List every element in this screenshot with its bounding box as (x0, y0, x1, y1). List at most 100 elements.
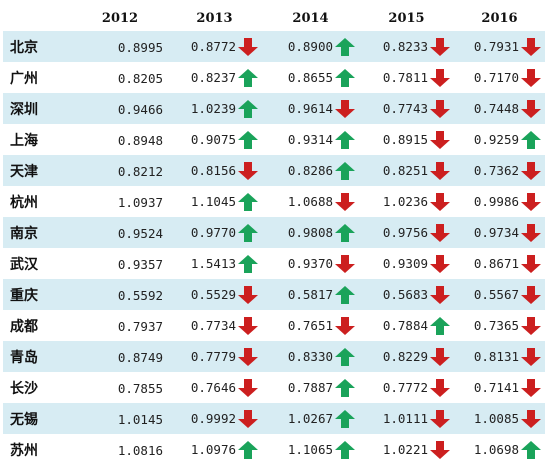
index-value: 0.7170 (473, 70, 519, 85)
red-down-arrow-icon (428, 192, 452, 212)
table-row: 重庆 0.5592 0.5529 0.5817 0.5683 0.5567 (3, 279, 545, 310)
index-value: 0.7362 (473, 163, 519, 178)
value-cell: 0.5567 (454, 279, 545, 310)
red-down-arrow-icon (236, 409, 260, 429)
table-row: 无锡 1.0145 0.9992 1.0267 1.0111 1.0085 (3, 403, 545, 434)
table-body: 北京 0.8995 0.8772 0.8900 0.8233 0.7931 广州 0.8205… (3, 31, 545, 465)
value-cell: 0.9734 (454, 217, 545, 248)
index-value: 0.9734 (473, 225, 519, 240)
value-cell: 0.9357 (73, 248, 167, 279)
index-value: 0.7448 (473, 101, 519, 116)
index-value: 1.0085 (473, 411, 519, 426)
value-cell: 0.8251 (359, 155, 454, 186)
red-down-arrow-icon (236, 285, 260, 305)
index-value: 1.0239 (190, 101, 236, 116)
table-row: 上海 0.8948 0.9075 0.9314 0.8915 0.9259 (3, 124, 545, 155)
city-name: 成都 (10, 318, 38, 335)
index-value: 0.8900 (287, 39, 333, 54)
city-name: 深圳 (10, 101, 38, 118)
red-down-arrow-icon (428, 68, 452, 88)
index-value: 0.9756 (382, 225, 428, 240)
index-value: 0.9309 (382, 256, 428, 271)
red-down-arrow-icon (236, 316, 260, 336)
table-row: 深圳 0.9466 1.0239 0.9614 0.7743 0.7448 (3, 93, 545, 124)
index-value: 0.8655 (287, 70, 333, 85)
green-up-arrow-icon (333, 347, 357, 367)
index-value: 0.7141 (473, 380, 519, 395)
value-cell: 1.0688 (262, 186, 359, 217)
city-name: 苏州 (10, 442, 38, 459)
value-cell: 0.8237 (167, 62, 262, 93)
index-value: 0.7772 (382, 380, 428, 395)
table-row: 天津 0.8212 0.8156 0.8286 0.8251 0.7362 (3, 155, 545, 186)
green-up-arrow-icon (236, 254, 260, 274)
index-value: 1.0698 (473, 442, 519, 457)
red-down-arrow-icon (428, 161, 452, 181)
value-cell: 0.8749 (73, 341, 167, 372)
value-cell: 1.0267 (262, 403, 359, 434)
index-value: 0.8749 (117, 349, 163, 365)
red-down-arrow-icon (236, 161, 260, 181)
city-name: 长沙 (10, 380, 38, 397)
red-down-arrow-icon (428, 99, 452, 119)
red-down-arrow-icon (428, 347, 452, 367)
green-up-arrow-icon (333, 130, 357, 150)
green-up-arrow-icon (236, 440, 260, 460)
index-value: 0.9314 (287, 132, 333, 147)
red-down-arrow-icon (519, 347, 543, 367)
index-value: 0.7779 (190, 349, 236, 364)
value-cell: 0.7651 (262, 310, 359, 341)
index-value: 0.8212 (117, 163, 163, 179)
value-cell: 0.9986 (454, 186, 545, 217)
value-cell: 1.0816 (73, 434, 167, 465)
value-cell: 1.0236 (359, 186, 454, 217)
value-cell: 0.9756 (359, 217, 454, 248)
index-value: 0.5529 (190, 287, 236, 302)
index-value: 0.7646 (190, 380, 236, 395)
index-value: 1.0816 (117, 442, 163, 458)
value-cell: 0.7811 (359, 62, 454, 93)
value-cell: 1.0145 (73, 403, 167, 434)
value-cell: 0.8915 (359, 124, 454, 155)
city-name: 北京 (10, 39, 38, 56)
value-cell: 0.8212 (73, 155, 167, 186)
index-value: 0.7811 (382, 70, 428, 85)
value-cell: 1.5413 (167, 248, 262, 279)
green-up-arrow-icon (236, 68, 260, 88)
value-cell: 1.0085 (454, 403, 545, 434)
index-value: 1.0937 (117, 194, 163, 210)
index-value: 1.0688 (287, 194, 333, 209)
value-cell: 0.9314 (262, 124, 359, 155)
red-down-arrow-icon (428, 378, 452, 398)
green-up-arrow-icon (333, 68, 357, 88)
index-value: 0.8131 (473, 349, 519, 364)
red-down-arrow-icon (519, 285, 543, 305)
index-value: 0.9524 (117, 225, 163, 241)
index-value: 0.7884 (382, 318, 428, 333)
value-cell: 0.9808 (262, 217, 359, 248)
value-cell: 1.0937 (73, 186, 167, 217)
table-row: 南京 0.9524 0.9770 0.9808 0.9756 0.9734 (3, 217, 545, 248)
index-value: 0.5817 (287, 287, 333, 302)
index-value: 0.9808 (287, 225, 333, 240)
index-value: 0.7937 (117, 318, 163, 334)
header-year: 2014 (292, 10, 329, 26)
value-cell: 0.7931 (454, 31, 545, 62)
red-down-arrow-icon (333, 254, 357, 274)
value-cell: 0.8233 (359, 31, 454, 62)
index-value: 0.7743 (382, 101, 428, 116)
index-value: 0.7855 (117, 380, 163, 396)
index-value: 1.0221 (382, 442, 428, 457)
red-down-arrow-icon (428, 409, 452, 429)
value-cell: 0.9309 (359, 248, 454, 279)
index-value: 1.1045 (190, 194, 236, 209)
value-cell: 0.7743 (359, 93, 454, 124)
index-value: 1.0267 (287, 411, 333, 426)
index-value: 0.8330 (287, 349, 333, 364)
index-value: 0.7651 (287, 318, 333, 333)
value-cell: 0.7734 (167, 310, 262, 341)
value-cell: 0.5683 (359, 279, 454, 310)
city-name: 上海 (10, 132, 38, 149)
value-cell: 0.8655 (262, 62, 359, 93)
index-value: 0.7365 (473, 318, 519, 333)
